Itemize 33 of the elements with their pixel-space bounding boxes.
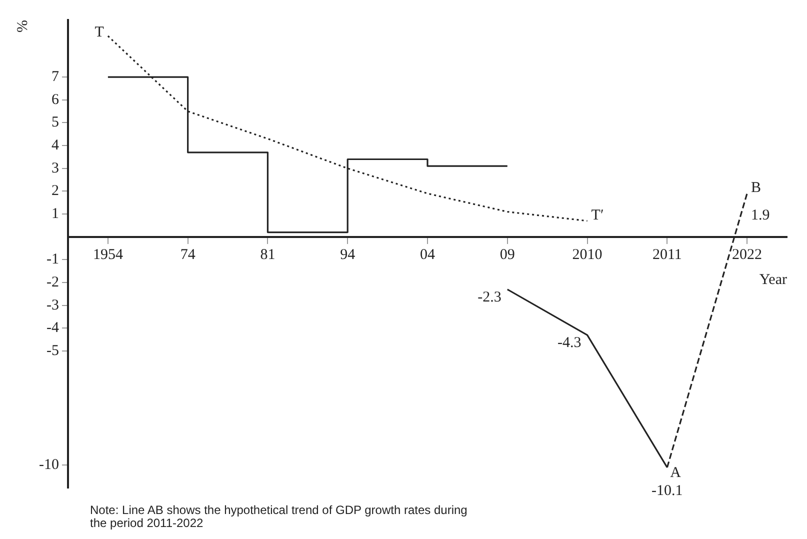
x-axis-title: Year (759, 272, 787, 288)
x-tick-label: 04 (420, 246, 436, 263)
data-label: -4.3 (558, 334, 582, 351)
y-tick-label: -5 (46, 342, 59, 359)
y-tick-label: -2 (46, 274, 59, 290)
data-label: -10.1 (652, 482, 683, 499)
y-tick-label: 3 (51, 160, 59, 176)
annotation: B (751, 180, 762, 196)
y-tick-label: 7 (51, 69, 60, 86)
data-label: -2.3 (478, 289, 502, 306)
y-tick-label: 5 (51, 114, 59, 131)
y-tick-label: -4 (46, 320, 60, 336)
y-tick-label: -3 (46, 297, 59, 314)
annotation: A (670, 464, 682, 481)
y-tick-label: -1 (46, 252, 59, 268)
text: Note: Line AB shows the hypothetical trend of GDP growth rates during the period 2011-2022 (90, 503, 468, 530)
y-tick-label: 2 (51, 183, 59, 200)
y-axis-title: % (14, 20, 31, 32)
y-tick-label: -10 (38, 457, 59, 474)
x-tick-label: 94 (340, 246, 356, 263)
y-tick-label: 4 (51, 138, 60, 154)
x-tick-label: 1954 (92, 246, 124, 263)
x-tick-label: 2011 (652, 246, 682, 263)
data-label: 1.9 (751, 207, 770, 224)
y-tick-label: 6 (51, 92, 60, 108)
x-tick-label: 2010 (572, 246, 602, 263)
x-tick-label: 2022 (732, 246, 762, 263)
annotation: T (94, 24, 104, 40)
x-tick-label: 09 (500, 246, 515, 263)
y-tick-label: 1 (51, 206, 59, 222)
x-tick-label: 74 (180, 246, 196, 263)
x-tick-label: 81 (260, 246, 276, 263)
annotation: T′ (591, 207, 604, 224)
